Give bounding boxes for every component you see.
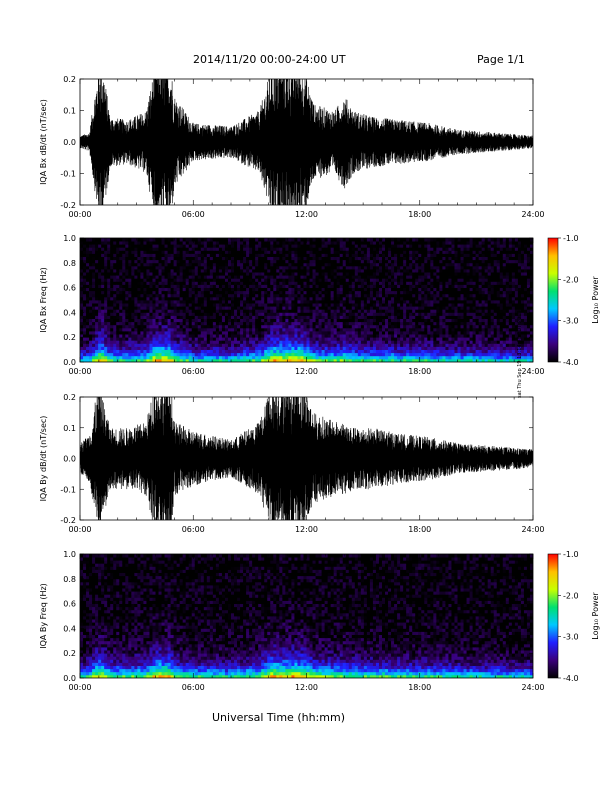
colorbar-tick-label: -2.0 xyxy=(563,591,579,600)
x-tick-label: 18:00 xyxy=(408,525,431,534)
colorbar-tick-label: -4.0 xyxy=(563,674,579,683)
y-tick-label: 0.2 xyxy=(63,75,76,84)
colorbar-tick-label: -3.0 xyxy=(563,317,579,326)
date-range-title: 2014/11/20 00:00-24:00 UT xyxy=(193,53,346,66)
spectrogram-cells xyxy=(80,238,533,362)
panel-2: -1.0 -2.0 -3.0 -4.0 Log₁₀ Power 1.0 0.8 0.6 0.4 0… xyxy=(39,234,600,376)
colorbar xyxy=(547,237,559,363)
y-tick-label: 1.0 xyxy=(63,550,76,559)
y-tick-label: 0.0 xyxy=(63,674,76,683)
panel-3: 0.2 0.1 0.0 -0.1 -0.200:00 06:00 12:00 18:00 24:… xyxy=(39,393,545,534)
page-indicator: Page 1/1 xyxy=(477,53,525,66)
y-tick-label: 0.1 xyxy=(63,424,76,433)
x-axis-title: Universal Time (hh:mm) xyxy=(212,711,345,724)
y-axis-label: IQA Bx dB/dt (nT/sec) xyxy=(39,99,48,185)
colorbar-tick-label: -1.0 xyxy=(563,550,579,559)
y-tick-label: 0.1 xyxy=(63,107,76,116)
colorbar-tick-label: -1.0 xyxy=(563,234,579,243)
x-tick-label: 18:00 xyxy=(408,367,431,376)
y-tick-label: 0.4 xyxy=(63,624,76,633)
colorbar-label: Log₁₀ Power xyxy=(591,276,600,324)
colorbar-tick-label: -2.0 xyxy=(563,275,579,284)
x-tick-label: 00:00 xyxy=(68,367,91,376)
waveform-trace xyxy=(80,79,533,205)
y-tick-label: 0.8 xyxy=(63,259,76,268)
colorbar-tick-label: -3.0 xyxy=(563,633,579,642)
x-tick-label: 12:00 xyxy=(295,525,318,534)
y-axis-label: IQA Bx Freq (Hz) xyxy=(39,267,48,333)
y-axis-label: IQA By dB/dt (nT/sec) xyxy=(39,416,48,502)
y-tick-label: 0.0 xyxy=(63,138,76,147)
y-tick-label: 0.2 xyxy=(63,333,76,342)
y-tick-label: -0.1 xyxy=(60,170,76,179)
y-tick-label: 0.0 xyxy=(63,358,76,367)
x-tick-label: 18:00 xyxy=(408,683,431,692)
y-tick-label: 0.0 xyxy=(63,455,76,464)
x-tick-label: 00:00 xyxy=(68,210,91,219)
x-tick-label: 12:00 xyxy=(295,210,318,219)
spectrogram-cells xyxy=(80,554,533,678)
waveform-trace xyxy=(80,397,533,520)
y-tick-label: 0.2 xyxy=(63,649,76,658)
y-tick-label: 0.6 xyxy=(63,284,76,293)
x-tick-label: 06:00 xyxy=(182,210,205,219)
x-tick-label: 24:00 xyxy=(521,367,544,376)
x-tick-label: 12:00 xyxy=(295,683,318,692)
x-tick-label: 18:00 xyxy=(408,210,431,219)
y-tick-label: -0.2 xyxy=(60,516,76,525)
x-tick-label: 06:00 xyxy=(182,525,205,534)
x-tick-label: 06:00 xyxy=(182,367,205,376)
colorbar-label: Log₁₀ Power xyxy=(591,592,600,640)
y-tick-label: 0.8 xyxy=(63,575,76,584)
y-tick-label: 0.2 xyxy=(63,393,76,402)
x-tick-label: 24:00 xyxy=(521,683,544,692)
colorbar-tick-label: -4.0 xyxy=(563,358,579,367)
x-tick-label: 12:00 xyxy=(295,367,318,376)
y-tick-label: 0.6 xyxy=(63,600,76,609)
colorbar xyxy=(547,553,559,679)
x-tick-label: 00:00 xyxy=(68,683,91,692)
x-tick-label: 00:00 xyxy=(68,525,91,534)
y-axis-label: IQA By Freq (Hz) xyxy=(39,583,48,649)
y-tick-label: 1.0 xyxy=(63,234,76,243)
x-tick-label: 06:00 xyxy=(182,683,205,692)
y-tick-label: -0.1 xyxy=(60,485,76,494)
panel-4: -1.0 -2.0 -3.0 -4.0 Log₁₀ Power 1.0 0.8 0.6 0.4 0… xyxy=(39,550,600,692)
side-timestamp: sat Thu Sep 19 13:14:08 EDT 2019 xyxy=(517,310,523,398)
y-tick-label: -0.2 xyxy=(60,201,76,210)
x-tick-label: 24:00 xyxy=(521,210,544,219)
y-tick-label: 0.4 xyxy=(63,308,76,317)
x-tick-label: 24:00 xyxy=(521,525,544,534)
panel-1: 0.2 0.1 0.0 -0.1 -0.200:00 06:00 12:00 18:00 24:… xyxy=(39,75,545,219)
